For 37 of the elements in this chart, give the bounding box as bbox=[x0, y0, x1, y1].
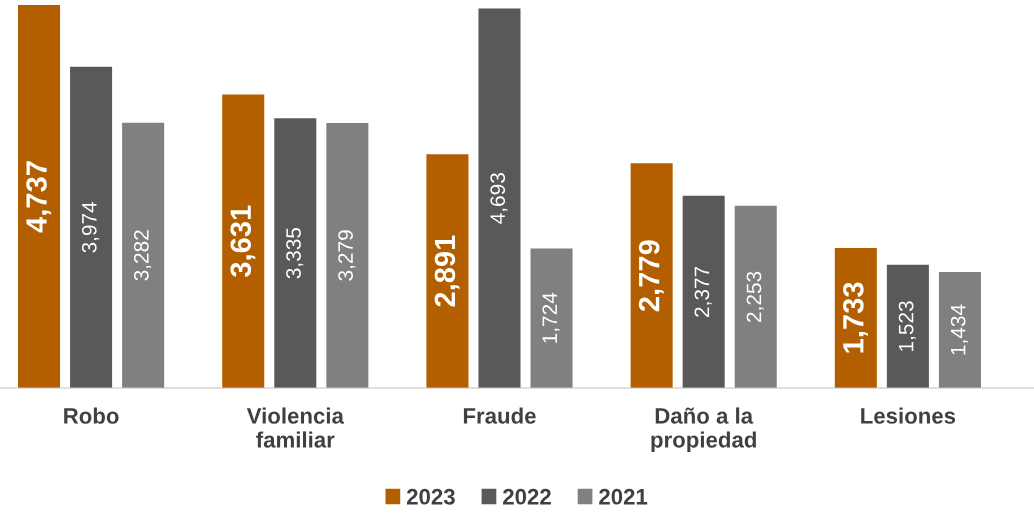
bar bbox=[274, 118, 317, 388]
data-label: 3,282 bbox=[133, 230, 152, 281]
bar bbox=[938, 272, 981, 388]
data-label: 3,631 bbox=[230, 205, 256, 278]
x-tick-label: Daño a la propiedad bbox=[651, 407, 756, 453]
x-tick-label: Lesiones bbox=[861, 407, 956, 424]
bar bbox=[682, 195, 725, 388]
data-label: 4,693 bbox=[490, 173, 508, 224]
legend-label: 2021 bbox=[599, 488, 648, 505]
data-label: 2,377 bbox=[694, 266, 712, 317]
data-label: 1,724 bbox=[542, 292, 560, 343]
data-label: 3,335 bbox=[286, 227, 304, 279]
bar bbox=[70, 66, 113, 388]
data-label: 4,737 bbox=[26, 161, 52, 233]
bar bbox=[18, 5, 61, 388]
bar bbox=[222, 94, 265, 388]
bar bbox=[530, 248, 573, 388]
legend-label: 2022 bbox=[503, 488, 551, 505]
bar bbox=[630, 163, 673, 388]
data-label: 3,279 bbox=[338, 230, 356, 281]
x-tick-label: Fraude bbox=[463, 407, 536, 424]
bar bbox=[478, 8, 521, 388]
legend-label: 2023 bbox=[406, 488, 455, 505]
bar bbox=[326, 122, 369, 388]
bar bbox=[122, 122, 165, 388]
bar bbox=[734, 205, 777, 388]
data-label: 1,523 bbox=[898, 301, 916, 351]
bar bbox=[426, 154, 469, 388]
bar bbox=[886, 264, 929, 388]
data-label: 1,733 bbox=[843, 282, 868, 353]
data-label: 3,974 bbox=[81, 201, 100, 253]
data-label: 2,253 bbox=[746, 271, 764, 322]
data-label: 1,434 bbox=[950, 304, 968, 355]
data-label: 2,779 bbox=[638, 240, 664, 312]
x-tick-label: Violencia familiar bbox=[246, 407, 345, 448]
data-label: 2,891 bbox=[434, 235, 460, 307]
x-tick-label: Robo bbox=[64, 407, 119, 424]
